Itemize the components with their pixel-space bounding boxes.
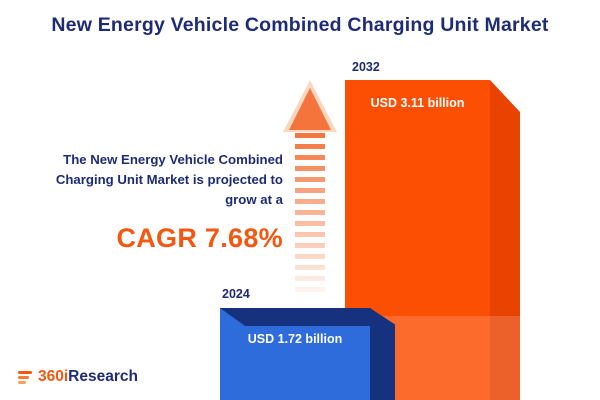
logo-suffix: Research [68,368,138,385]
bar-category-label-2032: 2032 [352,60,380,74]
description-line: Charging Unit Market is projected to [55,171,283,187]
description-block: The New Energy Vehicle Combined Charging… [8,150,283,259]
bar-value-label-2032: USD 3.11 billion [370,96,465,110]
bar-2032-side-face [490,80,520,400]
logo: 360iResearch [18,368,138,386]
description-line: The New Energy Vehicle Combined [63,152,283,167]
logo-icon [18,370,32,384]
logo-prefix: 360i [38,368,69,385]
logo-text: 360iResearch [38,368,138,386]
bar-2024-top-face [220,308,395,326]
page-title: New Energy Vehicle Combined Charging Uni… [51,14,549,36]
cagr-value: CAGR 7.68% [116,223,283,254]
description-line: grow at a [225,191,283,207]
bar-value-label-2024: USD 1.72 billion [247,332,343,346]
growth-arrow-shaft [295,133,325,293]
bar-category-label-2024: 2024 [222,287,250,301]
